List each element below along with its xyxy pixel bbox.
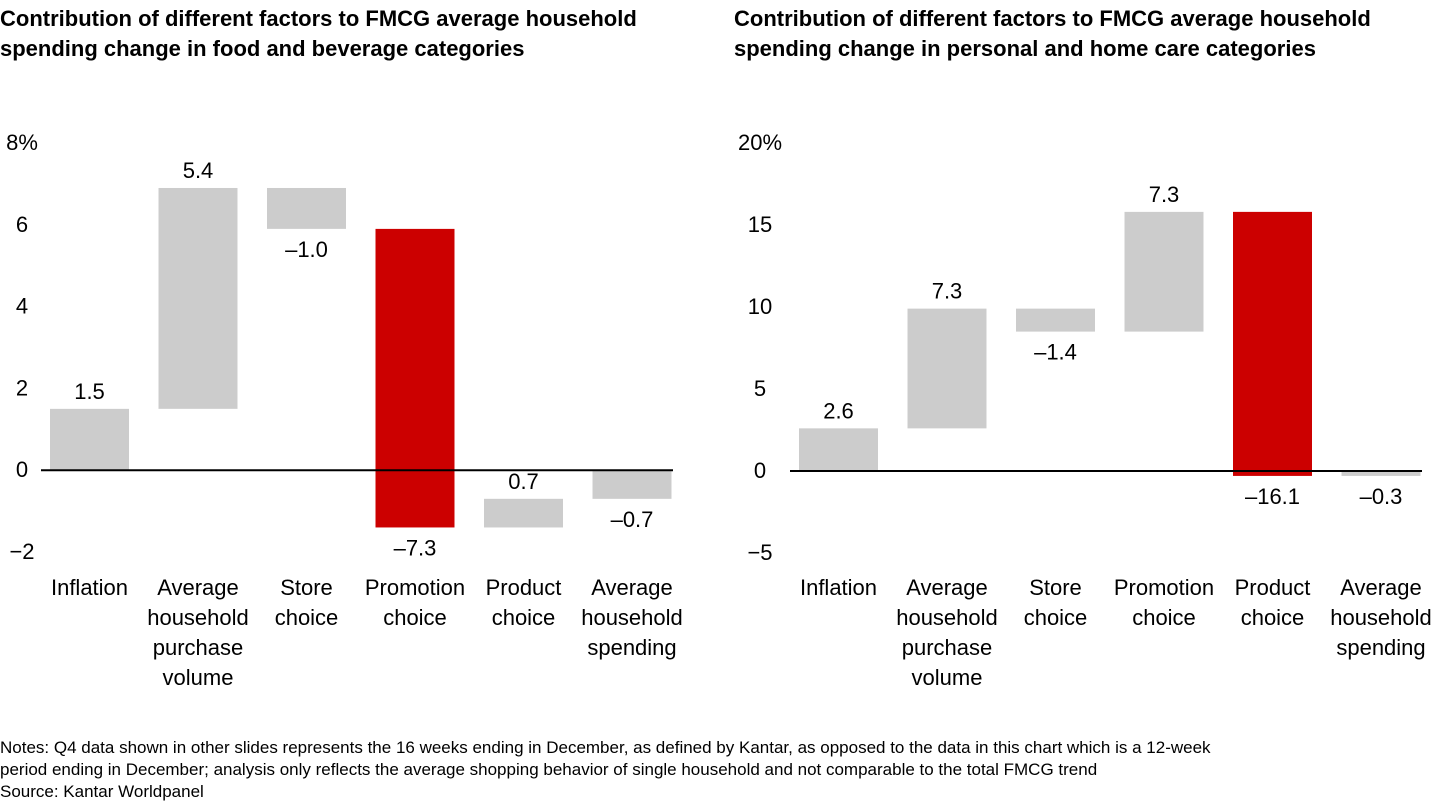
chart1-category-0: Inflation: [800, 575, 877, 600]
chart0-category-3: Promotion choice: [365, 575, 465, 630]
chart0-category-4: Product choice: [486, 575, 562, 630]
chart0-ytick-4: 0: [16, 457, 28, 482]
chart1-ytick-2: 10: [748, 294, 772, 319]
chart0-bar-4: [484, 498, 563, 528]
chart1-ytick-5: −5: [747, 540, 772, 565]
chart1-ytick-3: 5: [754, 376, 766, 401]
chart0-bar-3: [375, 228, 455, 528]
chart0-bar-label-2: –1.0: [285, 237, 328, 262]
footnotes: Notes: Q4 data shown in other slides rep…: [0, 737, 1440, 803]
chart0-bar-1: [158, 187, 238, 409]
chart0-category-0: Inflation: [51, 575, 128, 600]
chart0-ytick-3: 2: [16, 375, 28, 400]
chart0-bar-2: [267, 187, 346, 229]
chart1-ytick-4: 0: [754, 458, 766, 483]
chart1-bar-2: [1016, 308, 1095, 332]
chart0-bar-label-3: –7.3: [394, 535, 437, 560]
notes-line-1: Notes: Q4 data shown in other slides rep…: [0, 738, 1211, 757]
chart1-bar-label-3: 7.3: [1149, 182, 1180, 207]
chart1-bar-0: [799, 428, 878, 471]
chart1-category-3: Promotion choice: [1114, 575, 1214, 630]
chart0-category-2: Store choice: [275, 575, 339, 630]
chart1-bar-label-1: 7.3: [932, 279, 963, 304]
chart1-bar-label-5: –0.3: [1360, 484, 1403, 509]
chart0-bar-label-1: 5.4: [183, 158, 214, 183]
chart1-category-2: Store choice: [1024, 575, 1088, 630]
chart1-bar-label-4: –16.1: [1245, 484, 1300, 509]
chart1-bar-3: [1124, 211, 1204, 332]
chart0-ytick-0: 8%: [6, 130, 38, 155]
source-line: Source: Kantar Worldpanel: [0, 782, 204, 801]
chart1-ytick-0: 20%: [738, 130, 782, 155]
chart0-bar-label-5: –0.7: [611, 507, 654, 532]
chart0-ytick-1: 6: [16, 212, 28, 237]
chart1-category-5: Average household spending: [1330, 575, 1432, 660]
chart0-ytick-2: 4: [16, 294, 28, 319]
chart1-bar-label-0: 2.6: [823, 398, 854, 423]
chart0-bar-label-4: 0.7: [508, 469, 539, 494]
chart1-ytick-1: 15: [748, 212, 772, 237]
chart1-bar-4: [1233, 211, 1312, 476]
chart1-bar-1: [907, 308, 987, 429]
left-waterfall-chart: 8% 6 4 2 0 −2 1.5 5.4 –1.0 –7.3 0.7 –0.7 Inflation Av…: [6, 130, 683, 690]
chart1-category-1: Average household purchase volume: [896, 575, 998, 690]
chart0-ytick-5: −2: [9, 539, 34, 564]
chart1-category-4: Product choice: [1235, 575, 1311, 630]
chart1-bar-5: [1341, 471, 1421, 476]
chart0-category-5: Average household spending: [581, 575, 683, 660]
chart0-bar-5: [592, 470, 672, 499]
chart0-bar-0: [50, 408, 129, 471]
right-chart-title: Contribution of different factors to FMC…: [734, 6, 1371, 61]
left-chart-title: Contribution of different factors to FMC…: [0, 6, 637, 61]
chart0-category-1: Average household purchase volume: [147, 575, 249, 690]
right-waterfall-chart: 20% 15 10 5 0 −5 2.6 7.3 –1.4 7.3 –16.1 –0.3 Inflati…: [738, 130, 1432, 690]
notes-line-2: period ending in December; analysis only…: [0, 760, 1098, 779]
chart0-bar-label-0: 1.5: [74, 379, 105, 404]
chart1-bar-label-2: –1.4: [1034, 340, 1077, 365]
